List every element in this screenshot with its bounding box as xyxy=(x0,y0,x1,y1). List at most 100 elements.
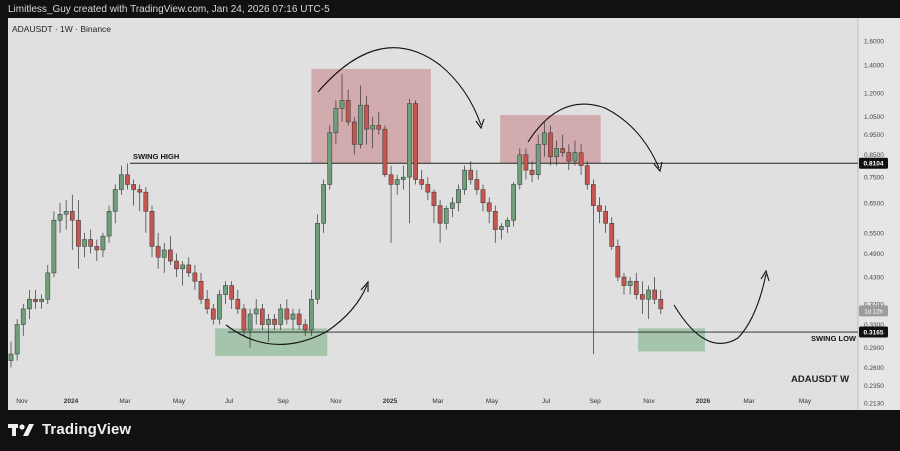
tradingview-logo[interactable]: TradingView xyxy=(8,421,131,438)
price-tick-label: 0.2600 xyxy=(864,365,884,372)
curve-arrow-accumulation-2 xyxy=(673,273,767,344)
candle-body-up xyxy=(45,272,51,300)
swing-high-price-badge: 0.8104 xyxy=(859,157,888,169)
price-tick-label: 0.6500 xyxy=(864,200,884,207)
price-tick-label: 1.0500 xyxy=(864,114,884,121)
candle-body-down xyxy=(388,174,394,185)
candle xyxy=(143,186,149,233)
candle xyxy=(223,281,228,304)
time-tick-label: May xyxy=(173,398,186,405)
candle xyxy=(364,95,369,145)
badge-bg xyxy=(859,305,888,317)
candle xyxy=(8,341,14,368)
candle-body-down xyxy=(186,264,192,274)
candle-body-up xyxy=(14,324,20,355)
candle-body-up xyxy=(511,184,517,221)
price-tick-label: 0.2900 xyxy=(864,345,884,352)
candle xyxy=(106,205,112,243)
candle xyxy=(100,232,106,258)
candle xyxy=(88,229,94,254)
candle xyxy=(431,189,437,224)
candle-body-down xyxy=(584,165,590,185)
candle xyxy=(315,214,320,304)
candle-body-down xyxy=(468,169,474,180)
candle xyxy=(51,211,57,278)
candle-body-down xyxy=(125,174,130,185)
candle xyxy=(511,182,517,227)
candle-body-up xyxy=(100,235,106,251)
candle xyxy=(278,303,284,331)
candle xyxy=(333,100,339,145)
candle xyxy=(39,294,44,309)
time-tick-label: Jul xyxy=(225,398,234,405)
candle-body-down xyxy=(621,276,627,286)
time-tick-label: Nov xyxy=(643,398,655,405)
chart-credit: Limitless_Guy created with TradingView.c… xyxy=(8,4,330,15)
time-tick-label: 2025 xyxy=(383,398,398,405)
candle xyxy=(284,299,290,325)
price-tick-label: 0.2130 xyxy=(864,401,884,408)
time-tick-label: Mar xyxy=(119,398,131,405)
candle xyxy=(210,303,216,325)
candle xyxy=(597,197,602,224)
candle xyxy=(266,313,271,342)
candle-body-down xyxy=(272,318,277,325)
candle xyxy=(33,289,38,309)
candle-body-up xyxy=(541,132,547,145)
candle xyxy=(535,134,541,180)
curve-arrow-distribution-2 xyxy=(527,103,660,169)
candle-body-up xyxy=(400,176,406,180)
candle-body-up xyxy=(82,239,87,247)
candle xyxy=(382,125,388,178)
arrowhead-distribution-2 xyxy=(653,161,663,173)
candle xyxy=(161,242,167,273)
candle-body-up xyxy=(370,125,376,130)
candle xyxy=(94,239,100,262)
time-tick-label: Jul xyxy=(542,398,551,405)
candle-body-up xyxy=(63,211,69,215)
candle xyxy=(566,144,572,171)
candle-body-down xyxy=(609,223,615,247)
arrows-layer xyxy=(225,47,770,345)
time-axis[interactable]: Nov 2024 Mar May Jul Sep Nov 2025 Mar May Jul Sep No… xyxy=(16,398,812,405)
candle xyxy=(572,140,578,166)
candle xyxy=(309,289,314,336)
candle-body-down xyxy=(296,313,302,325)
candle xyxy=(560,134,566,157)
candle-body-up xyxy=(57,213,63,221)
candle-body-down xyxy=(364,104,369,130)
candle-body-up xyxy=(327,132,333,185)
candle xyxy=(241,303,247,336)
arrowhead-distribution-1 xyxy=(475,118,485,130)
candle xyxy=(327,125,333,190)
candle xyxy=(339,74,345,122)
candle-body-down xyxy=(640,294,645,300)
candle xyxy=(149,205,155,258)
candle-body-down xyxy=(192,272,198,282)
candles-layer xyxy=(8,74,664,368)
time-tick-label: 2026 xyxy=(696,398,711,405)
candle xyxy=(14,319,20,361)
candle xyxy=(204,289,210,314)
candle xyxy=(82,232,87,258)
time-tick-label: Nov xyxy=(16,398,28,405)
candle xyxy=(272,313,277,331)
price-tick-label: 0.8500 xyxy=(864,152,884,159)
candle xyxy=(413,100,418,185)
candle-body-down xyxy=(76,219,81,247)
candle-body-down xyxy=(615,246,621,278)
badge-bg xyxy=(859,326,888,338)
candle xyxy=(57,202,63,233)
candle xyxy=(76,200,81,269)
candle-body-down xyxy=(603,211,608,224)
badge-text: 1d 12h xyxy=(864,309,882,315)
candle xyxy=(523,148,529,180)
candle xyxy=(302,319,308,336)
candle xyxy=(253,299,259,325)
candle xyxy=(118,165,124,195)
candle xyxy=(505,217,510,233)
candle-body-up xyxy=(51,219,57,274)
price-axis[interactable]: 1.6000 1.4000 1.2000 1.0500 0.9500 0.8500 0.75… xyxy=(864,39,884,408)
candle xyxy=(259,303,265,331)
